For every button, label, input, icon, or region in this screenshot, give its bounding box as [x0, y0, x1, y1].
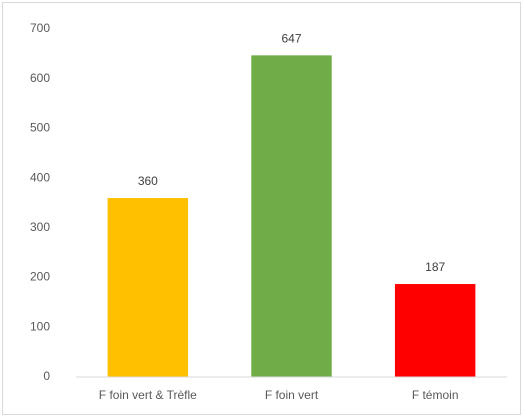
x-tick-label: F foin vert & Trèfle — [99, 388, 197, 402]
bar — [394, 284, 476, 377]
bar — [251, 55, 332, 377]
y-tick-label: 300 — [30, 220, 50, 234]
data-label: 647 — [281, 32, 301, 46]
y-tick-label: 0 — [43, 369, 50, 383]
x-tick-label: F témoin — [412, 388, 459, 402]
bar — [107, 198, 189, 377]
y-tick-label: 500 — [30, 121, 50, 135]
x-tick-label: F foin vert — [265, 388, 319, 402]
y-tick-label: 400 — [30, 170, 50, 184]
y-tick-label: 700 — [30, 21, 50, 35]
y-tick-label: 200 — [30, 270, 50, 284]
y-tick-label: 600 — [30, 71, 50, 85]
y-tick-label: 100 — [30, 319, 50, 333]
data-label: 187 — [425, 260, 445, 274]
data-label: 360 — [138, 174, 158, 188]
